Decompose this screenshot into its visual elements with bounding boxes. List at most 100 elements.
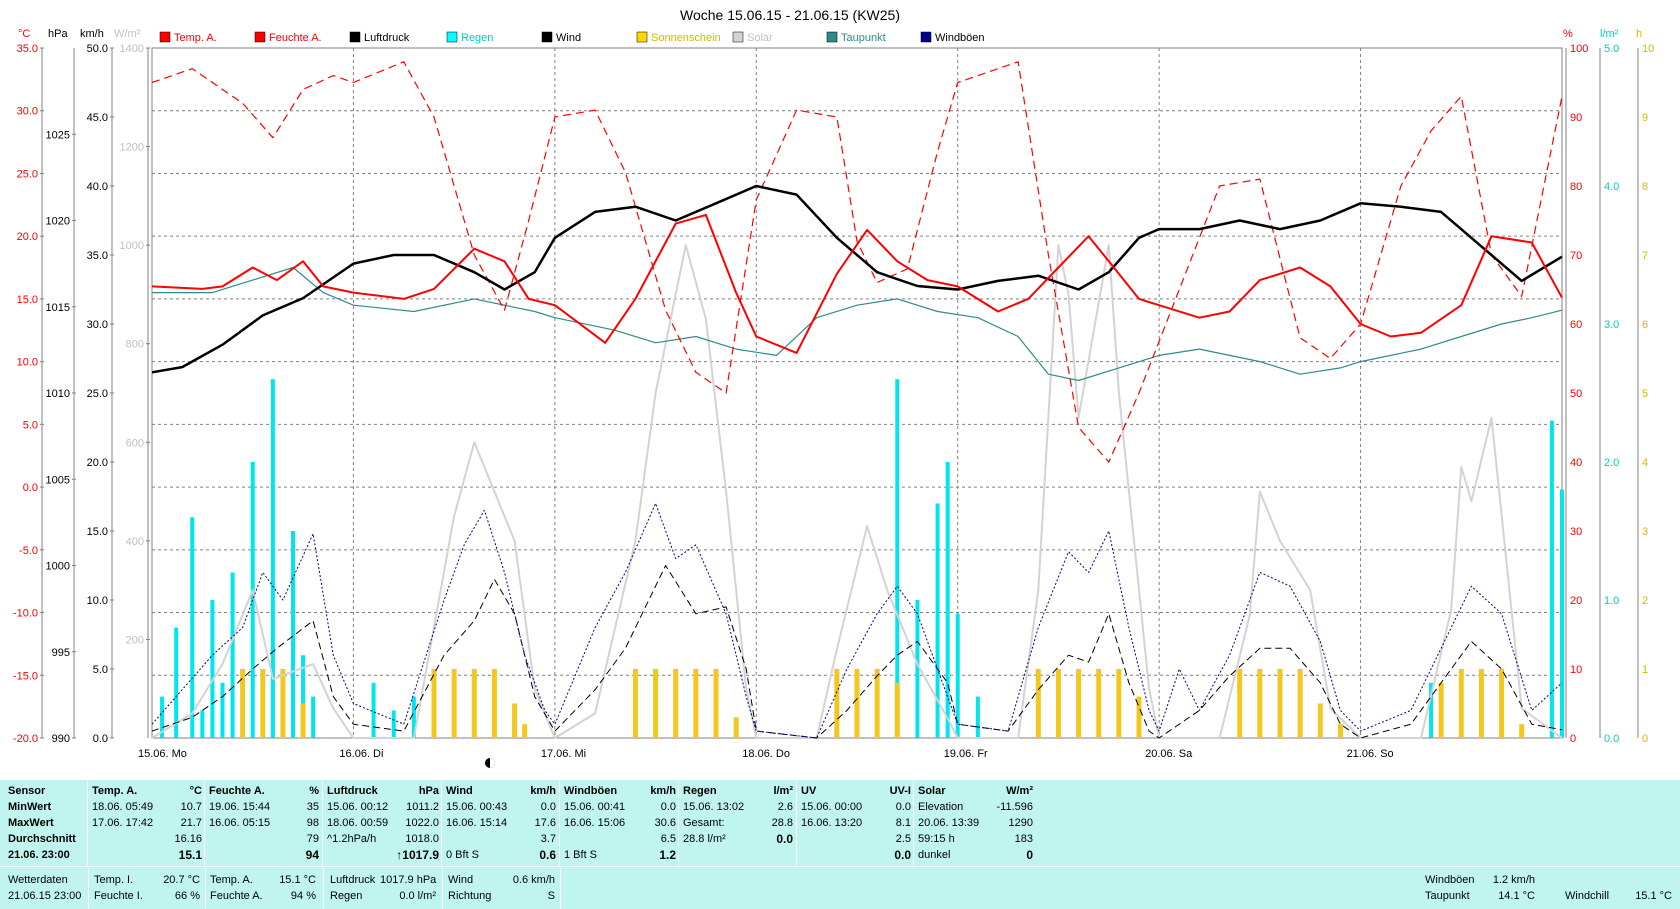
tick-wind: 20.0 xyxy=(87,457,108,469)
legend-swatch xyxy=(826,31,838,43)
legend-label: Windböen xyxy=(935,32,985,44)
tick-rain: 1.0 xyxy=(1604,595,1619,607)
bar-regen xyxy=(371,682,376,738)
group-header: Feuchte A. xyxy=(209,785,265,797)
tick-wind: 35.0 xyxy=(87,250,108,262)
group-cell-value: 28.8 xyxy=(771,817,793,829)
bar-sonnenschein xyxy=(240,669,246,738)
tick-humidity: 30 xyxy=(1570,526,1582,538)
tick-temp: 0.0 xyxy=(23,482,38,494)
chart-legend: Temp. A. Feuchte A. Luftdruck Regen Wind Sonn… xyxy=(159,31,985,44)
bar-regen xyxy=(250,462,255,738)
bar-sonnenschein xyxy=(451,669,457,738)
legend-swatch xyxy=(159,31,171,43)
series-line-feuchte-a- xyxy=(151,61,1563,463)
tick-temp: 10.0 xyxy=(17,357,38,369)
footer-windchill-label: Windchill xyxy=(1565,890,1610,902)
bar-sonnenschein xyxy=(471,669,477,738)
group-cell-label: 16.06. 15:06 xyxy=(564,817,626,829)
bar-sonnenschein xyxy=(1499,669,1505,738)
chart-title: Woche 15.06.15 - 21.06.15 (KW25) xyxy=(680,7,900,23)
tick-solar: 1400 xyxy=(120,43,144,55)
tick-press: 990 xyxy=(52,733,70,745)
legend-label: Luftdruck xyxy=(364,32,410,44)
footer-windboeen-label: Windböen xyxy=(1425,874,1475,886)
tick-wind: 10.0 xyxy=(87,595,108,607)
tick-solar: 400 xyxy=(126,536,144,548)
tick-humidity: 0 xyxy=(1570,733,1576,745)
group-unit: % xyxy=(309,785,319,797)
tick-rain: 4.0 xyxy=(1604,181,1619,193)
group-cell-label: 15.06. 00:43 xyxy=(446,801,508,813)
bar-sonnenschein xyxy=(653,669,659,738)
weather-chart: 15.06. Mo 16.06. Di 17.06. Mi 18.06. Do 19.0… xyxy=(13,7,1654,768)
group-cell-value: 79 xyxy=(306,833,319,845)
legend-swatch xyxy=(446,31,458,43)
tick-humidity: 80 xyxy=(1570,181,1582,193)
footer-taupunkt: 14.1 °C xyxy=(1498,890,1535,902)
tick-wind: 5.0 xyxy=(93,664,108,676)
group-cell-value: 3.7 xyxy=(540,833,556,845)
footer-feuchte-a-label: Feuchte A. xyxy=(210,890,263,902)
group-cell-label: 15.06. 13:02 xyxy=(683,801,745,813)
row-label-min: MinWert xyxy=(8,801,52,813)
bar-regen xyxy=(1560,489,1564,738)
tick-temp: 20.0 xyxy=(17,231,38,243)
column-separator xyxy=(796,780,797,866)
legend-swatch xyxy=(541,31,553,43)
bar-sonnenschein xyxy=(1297,669,1303,738)
tick-humidity: 70 xyxy=(1570,250,1582,262)
bar-regen xyxy=(210,600,215,738)
group-cell-label: Elevation xyxy=(918,801,964,813)
bar-sonnenschein xyxy=(1116,669,1122,738)
group-cell-value: 94 xyxy=(305,848,319,862)
bar-regen xyxy=(174,627,179,738)
tick-temp: -10.0 xyxy=(13,608,38,620)
bar-regen xyxy=(1549,420,1554,738)
tick-sun: 8 xyxy=(1642,181,1648,193)
group-header: Regen xyxy=(683,785,717,797)
group-cell-value: 16.16 xyxy=(174,833,202,845)
tick-humidity: 20 xyxy=(1570,595,1582,607)
bar-sonnenschein xyxy=(1035,669,1041,738)
tick-temp: -5.0 xyxy=(19,545,38,557)
footer-feuchte-a: 94 % xyxy=(290,890,316,902)
column-separator xyxy=(441,780,442,866)
tick-press: 1010 xyxy=(46,388,70,400)
group-cell-label: ^1.2hPa/h xyxy=(327,833,377,845)
tick-rain: 2.0 xyxy=(1604,457,1619,469)
group-cell-value: 1022.0 xyxy=(405,817,439,829)
tick-rain: 3.0 xyxy=(1604,319,1619,331)
footer-wind: 0.6 km/h xyxy=(512,874,555,886)
tick-wind: 50.0 xyxy=(87,43,108,55)
column-separator xyxy=(87,780,88,866)
group-cell-value: 2.5 xyxy=(895,833,911,845)
tick-solar: 1200 xyxy=(120,142,144,154)
unit-press: hPa xyxy=(48,28,68,40)
bar-sonnenschein xyxy=(894,682,900,738)
bar-sonnenschein xyxy=(1136,696,1142,738)
group-cell-label: 18.06. 00:59 xyxy=(327,817,389,829)
tick-solar: 200 xyxy=(126,634,144,646)
moon-phase-icon-highlight xyxy=(490,758,495,768)
group-cell-label: 15.06. 00:00 xyxy=(801,801,863,813)
bar-regen xyxy=(935,503,940,738)
legend-swatch xyxy=(349,31,361,43)
bar-sonnenschein xyxy=(431,669,437,738)
bar-sonnenschein xyxy=(834,669,840,738)
tick-temp: 5.0 xyxy=(23,419,38,431)
group-cell-value: 1018.0 xyxy=(405,833,439,845)
group-cell-value: 6.5 xyxy=(660,833,676,845)
group-unit: hPa xyxy=(418,785,439,797)
footer-temp-a: 15.1 °C xyxy=(279,874,316,886)
bar-regen xyxy=(200,710,205,738)
bar-sonnenschein xyxy=(1317,703,1323,738)
legend-label: Temp. A. xyxy=(174,32,217,44)
x-tick-label: 16.06. Di xyxy=(339,748,383,760)
x-tick-label: 20.06. Sa xyxy=(1145,748,1193,760)
footer-wind-label: Wind xyxy=(448,874,474,886)
tick-wind: 45.0 xyxy=(87,112,108,124)
group-cell-value: 30.6 xyxy=(654,817,676,829)
tick-sun: 2 xyxy=(1642,595,1648,607)
series-line-wind xyxy=(151,565,1563,739)
